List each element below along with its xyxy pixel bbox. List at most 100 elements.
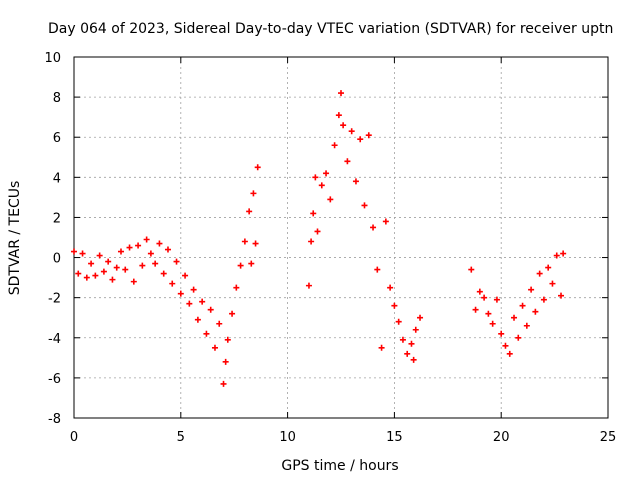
data-point-marker bbox=[498, 330, 505, 337]
data-point-marker bbox=[96, 252, 103, 259]
data-point-marker bbox=[113, 264, 120, 271]
data-point-marker bbox=[489, 320, 496, 327]
axis-tick-labels: 0 5 10 15 20 25 -8 -6 -4 -2 0 2 4 6 8 10 bbox=[44, 51, 616, 445]
data-point-marker bbox=[417, 314, 424, 321]
x-axis-label: GPS time / hours bbox=[281, 458, 398, 474]
data-point-marker bbox=[511, 314, 518, 321]
data-point-marker bbox=[79, 250, 86, 257]
data-point-marker bbox=[152, 260, 159, 267]
data-point-marker bbox=[177, 290, 184, 297]
data-point-marker bbox=[233, 284, 240, 291]
data-point-marker bbox=[340, 122, 347, 129]
data-point-marker bbox=[229, 310, 236, 317]
data-point-marker bbox=[135, 242, 142, 249]
data-point-marker bbox=[252, 240, 259, 247]
data-point-marker bbox=[164, 246, 171, 253]
y-tick-label: 8 bbox=[53, 91, 61, 106]
data-point-marker bbox=[523, 322, 530, 329]
data-point-marker bbox=[126, 244, 133, 251]
data-point-marker bbox=[408, 340, 415, 347]
data-point-marker bbox=[476, 288, 483, 295]
data-point-marker bbox=[391, 302, 398, 309]
data-point-marker bbox=[327, 196, 334, 203]
data-point-marker bbox=[190, 286, 197, 293]
data-point-marker bbox=[395, 318, 402, 325]
x-tick-label: 15 bbox=[386, 430, 403, 445]
data-point-marker bbox=[88, 260, 95, 267]
data-point-marker bbox=[374, 266, 381, 273]
plot-frame bbox=[73, 56, 609, 419]
data-point-marker bbox=[246, 208, 253, 215]
data-point-marker bbox=[312, 174, 319, 181]
data-point-marker bbox=[348, 128, 355, 135]
data-point-marker bbox=[92, 272, 99, 279]
data-point-marker bbox=[553, 252, 560, 259]
x-tick-label: 5 bbox=[177, 430, 185, 445]
y-tick-label: -2 bbox=[48, 292, 61, 307]
data-point-marker bbox=[75, 270, 82, 277]
data-point-marker bbox=[361, 202, 368, 209]
data-point-marker bbox=[130, 278, 137, 285]
data-point-marker bbox=[323, 170, 330, 177]
data-point-marker bbox=[485, 310, 492, 317]
data-point-marker bbox=[199, 298, 206, 305]
data-point-marker bbox=[100, 268, 107, 275]
x-tick-label: 25 bbox=[600, 430, 617, 445]
y-tick-label: 0 bbox=[53, 252, 61, 267]
data-point-marker bbox=[71, 248, 77, 255]
y-tick-label: -8 bbox=[48, 412, 61, 427]
data-point-marker bbox=[540, 296, 547, 303]
data-point-marker bbox=[314, 228, 321, 235]
data-point-marker bbox=[169, 280, 176, 287]
data-point-marker bbox=[493, 296, 500, 303]
data-point-marker bbox=[338, 90, 344, 97]
chart-title: Day 064 of 2023, Sidereal Day-to-day VTE… bbox=[48, 21, 613, 37]
data-point-marker bbox=[147, 250, 154, 257]
data-point-marker bbox=[109, 276, 116, 283]
data-point-marker bbox=[387, 284, 394, 291]
data-point-marker bbox=[412, 326, 419, 333]
x-tick-label: 20 bbox=[493, 430, 510, 445]
data-point-marker bbox=[216, 320, 223, 327]
data-point-marker bbox=[173, 258, 180, 265]
data-point-marker bbox=[203, 330, 210, 337]
data-point-marker bbox=[365, 132, 372, 139]
data-point-marker bbox=[241, 238, 248, 245]
y-tick-label: 6 bbox=[53, 131, 61, 146]
data-point-marker bbox=[410, 356, 417, 363]
data-point-marker bbox=[481, 294, 488, 301]
data-point-marker bbox=[156, 240, 163, 247]
data-point-marker bbox=[194, 316, 201, 323]
data-point-marker bbox=[224, 336, 231, 343]
x-tick-label: 10 bbox=[279, 430, 296, 445]
data-point-marker bbox=[331, 142, 338, 149]
data-point-marker bbox=[143, 236, 150, 243]
data-point-marker bbox=[344, 158, 351, 165]
data-point-marker bbox=[357, 136, 364, 143]
y-tick-label: 10 bbox=[44, 51, 61, 66]
data-point-marker bbox=[502, 342, 509, 349]
data-point-marker bbox=[370, 224, 377, 231]
data-point-marker bbox=[207, 306, 214, 313]
data-point-marker bbox=[182, 272, 189, 279]
data-point-marker bbox=[560, 250, 567, 257]
data-point-marker bbox=[83, 274, 90, 281]
data-point-marker bbox=[468, 266, 475, 273]
data-point-marker bbox=[211, 344, 218, 351]
y-tick-label: 4 bbox=[53, 171, 61, 186]
y-tick-label: -4 bbox=[48, 332, 61, 347]
y-axis-label: SDTVAR / TECUs bbox=[7, 181, 23, 296]
data-point-marker bbox=[519, 302, 526, 309]
data-point-marker bbox=[378, 344, 385, 351]
data-point-marker bbox=[250, 190, 257, 197]
data-point-marker bbox=[248, 260, 255, 267]
data-point-marker bbox=[310, 210, 317, 217]
data-point-marker bbox=[122, 266, 129, 273]
data-point-marker bbox=[399, 336, 406, 343]
x-tick-label: 0 bbox=[70, 430, 78, 445]
data-point-marker bbox=[536, 270, 543, 277]
data-point-marker bbox=[105, 258, 112, 265]
data-point-marker bbox=[117, 248, 124, 255]
axis-ticks bbox=[73, 56, 609, 419]
